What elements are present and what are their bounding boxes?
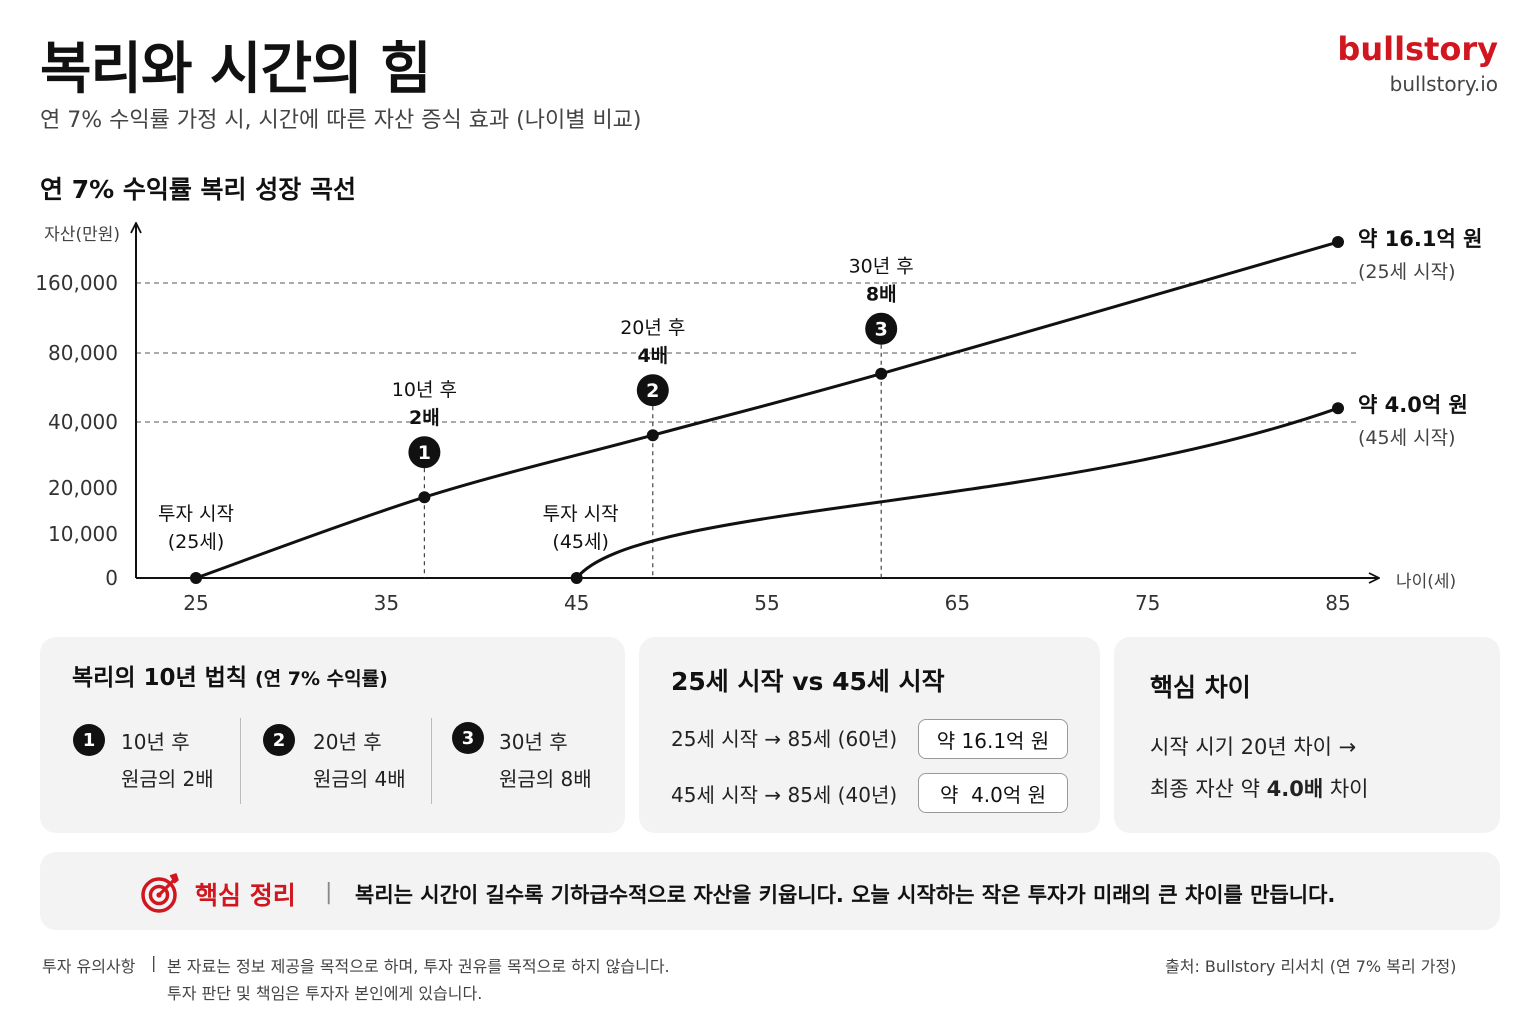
milestone-badge [408, 436, 441, 469]
y-tick-label: 80,000 [48, 341, 118, 365]
compare-row-45-value: 약 4.0억 원 [918, 773, 1068, 813]
diff-line-2: 최종 자산 약 4.0배 차이 [1150, 773, 1369, 803]
milestone-multiple: 8배 [866, 284, 897, 306]
series-start-point [570, 572, 583, 584]
milestone-point [646, 429, 659, 442]
milestone-number: 2 [646, 380, 659, 402]
y-tick-label: 0 [105, 566, 118, 590]
y-tick-label: 10,000 [48, 522, 118, 546]
diff-line-2-post: 차이 [1323, 777, 1369, 801]
series-start-label: (25세) [168, 531, 224, 553]
milestone-number: 3 [875, 319, 888, 341]
step-3-result: 원금의 8배 [499, 767, 592, 791]
caution-label: 투자 유의사항 [42, 957, 136, 976]
step-2-badge: 2 [263, 724, 295, 756]
milestone-point [418, 491, 431, 504]
milestone-point [875, 367, 888, 380]
compare-row-25-label: 25세 시작 → 85세 (60년) [671, 727, 898, 751]
y-tick-label: 40,000 [48, 410, 118, 434]
milestone-badge [865, 312, 898, 345]
step-1-period: 10년 후 [121, 730, 190, 754]
x-tick-label: 35 [374, 591, 399, 615]
x-tick-label: 45 [564, 591, 589, 615]
series-end-sub-label: (45세 시작) [1358, 427, 1455, 449]
compare-row-25-value: 약 16.1억 원 [918, 719, 1068, 759]
summary-separator: | [325, 880, 333, 905]
step-1-badge: 1 [73, 724, 105, 756]
series-start-point [190, 572, 202, 584]
diff-card [1114, 637, 1500, 833]
y-tick-label: 160,000 [35, 271, 118, 295]
series-start-label: (45세) [552, 531, 608, 553]
diff-line-2-bold: 4.0배 [1266, 777, 1324, 801]
series-end-point [1332, 402, 1344, 415]
step-divider [431, 718, 432, 804]
caution-separator: | [151, 953, 157, 972]
series-start-label: 투자 시작 [158, 503, 234, 525]
step-3-badge: 3 [452, 722, 484, 754]
chart-title: 연 7% 수익률 복리 성장 곡선 [40, 175, 356, 204]
summary-label: 핵심 정리 [195, 881, 296, 910]
compare-card-title: 25세 시작 vs 45세 시작 [671, 667, 945, 696]
x-tick-label: 25 [183, 591, 208, 615]
source-note: 출처: Bullstory 리서치 (연 7% 복리 가정) [1165, 957, 1457, 976]
series-end-point [1332, 236, 1344, 249]
step-2-result: 원금의 4배 [313, 767, 406, 791]
diff-line-1: 시작 시기 20년 차이 → [1150, 735, 1357, 759]
diff-line-2-pre: 최종 자산 약 [1150, 777, 1267, 801]
milestone-multiple: 4배 [637, 345, 668, 367]
target-icon [141, 873, 179, 913]
page-title: 복리와 시간의 힘 [40, 37, 432, 102]
caution-line-1: 본 자료는 정보 제공을 목적으로 하며, 투자 권유를 목적으로 하지 않습니… [167, 957, 670, 976]
compare-row-45-label: 45세 시작 → 85세 (40년) [671, 783, 898, 807]
x-tick-label: 65 [945, 591, 970, 615]
caution-line-2: 투자 판단 및 책임은 투자자 본인에게 있습니다. [167, 984, 483, 1003]
series-end-sub-label: (25세 시작) [1358, 261, 1455, 283]
series-line-45 [575, 406, 1339, 579]
series-end-value-label: 약 4.0억 원 [1358, 393, 1468, 417]
x-tick-label: 75 [1135, 591, 1160, 615]
brand-logo[interactable]: bullstory [1337, 30, 1498, 68]
rule-card-title: 복리의 10년 법칙 (연 7% 수익률) [72, 658, 388, 692]
series-start-label: 투자 시작 [543, 503, 619, 525]
milestone-badge [636, 374, 669, 407]
milestone-multiple: 2배 [409, 407, 440, 429]
page-subtitle: 연 7% 수익률 가정 시, 시간에 따른 자산 증식 효과 (나이별 비교) [40, 108, 642, 133]
series-line-25 [195, 240, 1339, 580]
brand-url[interactable]: bullstory.io [1389, 72, 1498, 96]
milestone-period: 30년 후 [849, 256, 914, 278]
step-1-result: 원금의 2배 [121, 767, 214, 791]
growth-chart: 자산(만원) 나이(세) 0 10,000 20,000 40,000 80,000 160… [35, 210, 1482, 615]
y-tick-label: 20,000 [48, 476, 118, 500]
rule-card-title-note: (연 7% 수익률) [255, 668, 388, 690]
x-axis-label: 나이(세) [1396, 572, 1456, 592]
rule-card [40, 637, 625, 833]
y-axis-label: 자산(만원) [44, 225, 120, 245]
step-divider [240, 718, 241, 804]
x-tick-label: 85 [1325, 591, 1350, 615]
milestone-number: 1 [418, 442, 431, 464]
rule-card-title-main: 복리의 10년 법칙 [72, 665, 247, 691]
step-2-period: 20년 후 [313, 730, 382, 754]
diff-card-title: 핵심 차이 [1150, 673, 1251, 702]
summary-text: 복리는 시간이 길수록 기하급수적으로 자산을 키웁니다. 오늘 시작하는 작은… [355, 883, 1336, 907]
milestone-period: 20년 후 [620, 317, 685, 339]
milestone-period: 10년 후 [392, 379, 457, 401]
series-end-value-label: 약 16.1억 원 [1358, 227, 1482, 251]
summary-bar [40, 852, 1500, 930]
step-3-period: 30년 후 [499, 730, 568, 754]
x-tick-label: 55 [754, 591, 779, 615]
